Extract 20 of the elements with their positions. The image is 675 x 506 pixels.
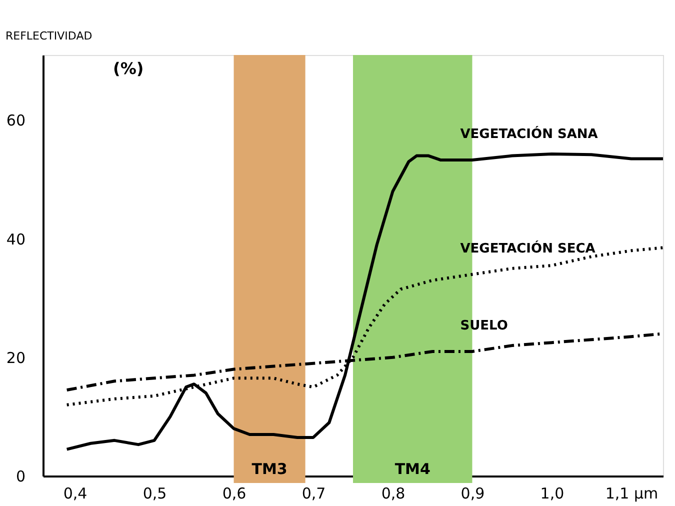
x-tick-label: 0,8 bbox=[381, 484, 406, 502]
x-tick-label: 0,9 bbox=[460, 484, 485, 502]
band-label: TM4 bbox=[394, 460, 430, 478]
series-label: VEGETACIÓN SECA bbox=[460, 239, 596, 256]
y-tick-label: 40 bbox=[6, 230, 26, 248]
y-tick-label: 20 bbox=[6, 348, 26, 367]
y-axis-title: REFLECTIVIDAD bbox=[6, 30, 92, 42]
series-label: VEGETACIÓN SANA bbox=[460, 124, 598, 142]
y-tick-label: 60 bbox=[6, 112, 26, 130]
series-label: SUELO bbox=[460, 318, 508, 334]
x-tick-label: 1,0 bbox=[540, 484, 564, 502]
y-tick-label: 0 bbox=[16, 468, 26, 486]
x-tick-label: 0,5 bbox=[142, 484, 167, 502]
x-tick-label: 1,1 µm bbox=[605, 484, 658, 502]
x-tick-label: 0,7 bbox=[302, 484, 326, 502]
x-tick-label: 0,6 bbox=[222, 484, 246, 502]
line-series bbox=[65, 152, 664, 451]
annotation: (%) bbox=[113, 59, 144, 78]
band-label: TM3 bbox=[252, 460, 288, 478]
x-tick-label: 0,4 bbox=[63, 484, 88, 502]
